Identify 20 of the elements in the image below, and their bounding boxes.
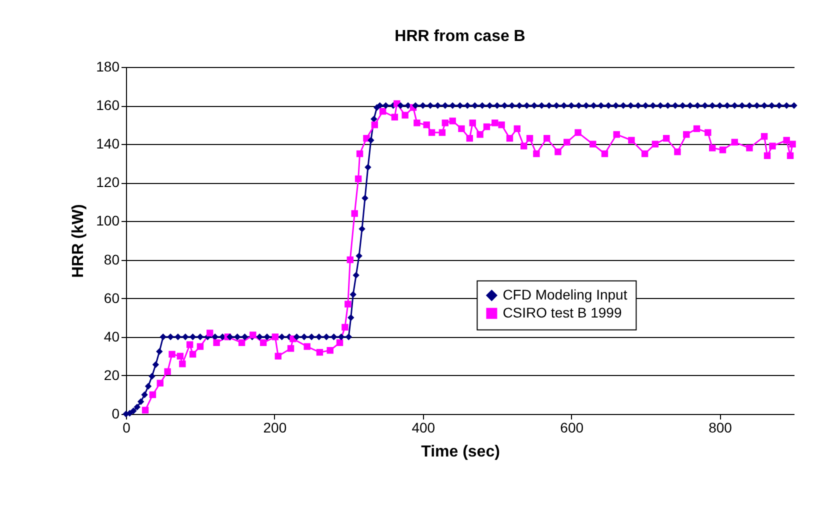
- legend-label: CFD Modeling Input: [502, 286, 628, 302]
- x-tick-label: 0: [122, 420, 131, 436]
- y-axis-title: HRR (kW): [70, 204, 88, 278]
- y-tick-label: 80: [104, 251, 120, 268]
- x-tick-label: 600: [560, 420, 584, 436]
- y-tick-label: 140: [96, 136, 120, 152]
- chart-title: HRR from case B: [394, 28, 526, 45]
- legend-label: CSIRO test B 1999: [502, 304, 622, 320]
- x-tick-label: 400: [412, 420, 436, 436]
- y-tick-label: 160: [96, 97, 120, 114]
- y-tick-label: 0: [112, 406, 120, 422]
- y-tick-label: 120: [96, 174, 120, 190]
- y-tick-label: 60: [104, 290, 120, 306]
- x-axis-title: Time (sec): [421, 444, 500, 460]
- x-tick-label: 200: [263, 420, 287, 436]
- y-tick-label: 100: [96, 212, 120, 229]
- y-tick-label: 180: [96, 58, 120, 74]
- x-tick-label: 800: [708, 420, 732, 436]
- y-tick-label: 40: [104, 328, 120, 344]
- y-tick-label: 20: [104, 366, 120, 383]
